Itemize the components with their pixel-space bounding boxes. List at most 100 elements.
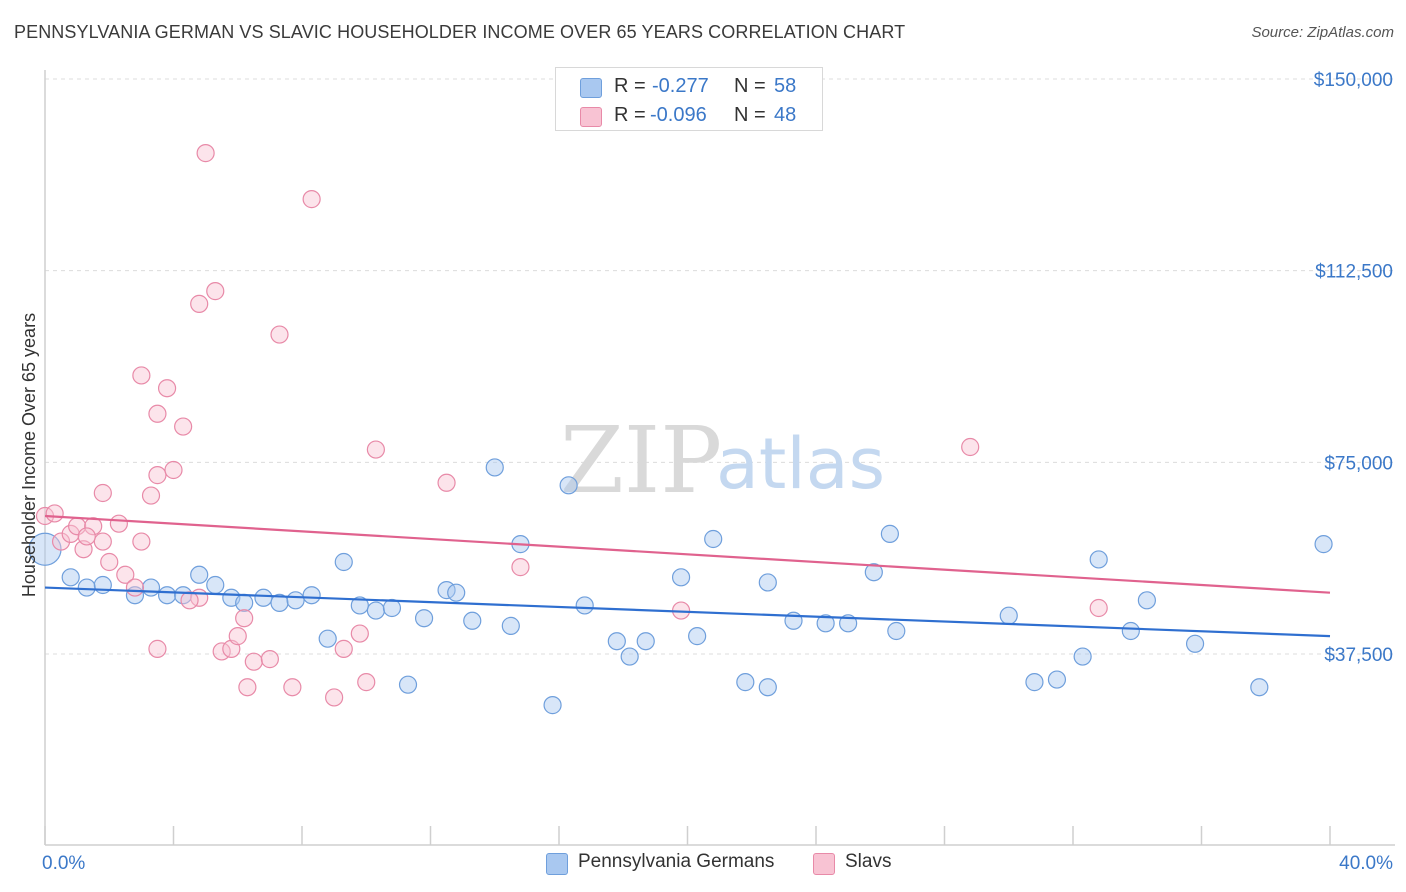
chart-title: PENNSYLVANIA GERMAN VS SLAVIC HOUSEHOLDE… (14, 22, 906, 42)
trend-line (44, 514, 1331, 594)
data-point (318, 629, 337, 648)
data-point (180, 591, 199, 610)
y-tick-label: $37,500 (1324, 645, 1393, 666)
x-tick-label: 40.0% (1339, 853, 1393, 874)
data-point (1025, 673, 1044, 692)
data-point (511, 558, 530, 577)
data-point (93, 483, 112, 503)
data-point (350, 596, 369, 615)
data-point (1047, 670, 1067, 689)
legend-r-label: R = (614, 104, 646, 126)
legend-n-value: 58 (774, 75, 797, 97)
legend-r-value: -0.277 (652, 75, 709, 97)
data-point (164, 460, 183, 480)
data-point (270, 325, 289, 344)
data-point (190, 294, 209, 313)
data-point (1137, 591, 1156, 610)
data-point (61, 568, 80, 587)
data-point (334, 552, 353, 572)
legend-r-label: R = (614, 75, 646, 97)
legend-swatch-pink (813, 853, 835, 875)
legend-n-label: N = (734, 104, 766, 126)
data-point (543, 696, 562, 715)
data-point (620, 647, 639, 666)
data-point (864, 563, 883, 582)
data-point (758, 678, 777, 697)
data-point (157, 586, 177, 605)
data-point (437, 473, 456, 492)
data-point (607, 632, 626, 651)
data-point (302, 190, 321, 209)
data-point (157, 379, 177, 398)
data-point (325, 688, 344, 707)
data-point (1073, 647, 1092, 666)
data-point (447, 583, 466, 602)
data-point (398, 675, 418, 694)
data-point (1314, 535, 1333, 554)
data-point (758, 573, 777, 592)
data-point (206, 282, 225, 301)
data-point (334, 639, 353, 658)
data-point (196, 144, 215, 163)
data-point (1089, 550, 1108, 569)
data-point (51, 532, 71, 551)
trend-line (44, 586, 1331, 638)
data-point (816, 614, 835, 633)
data-point (463, 611, 482, 630)
legend-swatch-blue (580, 78, 602, 98)
y-tick-label: $112,500 (1315, 262, 1393, 283)
data-point (1089, 598, 1108, 618)
data-point (485, 458, 504, 477)
source-label: Source: ZipAtlas.com (1251, 24, 1394, 41)
data-point (244, 652, 263, 671)
data-point (887, 621, 906, 641)
data-point (366, 440, 385, 459)
data-point (141, 486, 161, 505)
data-point (116, 565, 135, 584)
legend-label: Slavs (845, 851, 892, 872)
data-point (260, 650, 279, 669)
data-point (109, 514, 128, 533)
data-point (132, 532, 151, 551)
data-point (501, 616, 520, 635)
x-tick-label: 0.0% (42, 853, 85, 874)
watermark-zip: ZIP (560, 407, 722, 514)
data-point (132, 366, 151, 385)
data-point (688, 627, 707, 646)
legend-r-value: -0.096 (650, 104, 707, 126)
data-point (999, 606, 1018, 625)
data-point (77, 578, 96, 597)
data-point (235, 609, 254, 628)
data-point (880, 524, 899, 543)
data-point (100, 552, 119, 572)
data-point (283, 678, 302, 697)
data-point (382, 598, 402, 618)
data-point (93, 532, 112, 551)
trend-lines (44, 514, 1331, 638)
data-point (1121, 621, 1140, 641)
legend-swatch-pink (580, 107, 602, 127)
data-point (357, 673, 376, 692)
data-point (174, 417, 193, 436)
legend-n-label: N = (734, 75, 766, 97)
axes (44, 70, 1395, 846)
data-point (414, 609, 434, 628)
data-point (235, 593, 254, 612)
data-point (77, 527, 96, 546)
data-point (350, 624, 369, 643)
data-point (636, 632, 655, 651)
data-point (575, 596, 594, 615)
legend-row-pennsylvania-germans: R = -0.277 N = 58 (556, 72, 822, 102)
y-axis-label: Householder Income Over 65 years (19, 313, 39, 597)
data-point (559, 476, 578, 495)
data-point (1185, 634, 1205, 653)
y-tick-label: $75,000 (1324, 453, 1393, 474)
data-point (704, 529, 723, 549)
data-point (148, 466, 167, 485)
data-point (1250, 678, 1269, 697)
data-point (736, 673, 755, 692)
legend-swatch-blue (546, 853, 568, 875)
data-point (148, 404, 167, 423)
tick-labels: $37,500 $75,000 $112,500 $150,000 0.0% 40.0% (42, 70, 1393, 874)
